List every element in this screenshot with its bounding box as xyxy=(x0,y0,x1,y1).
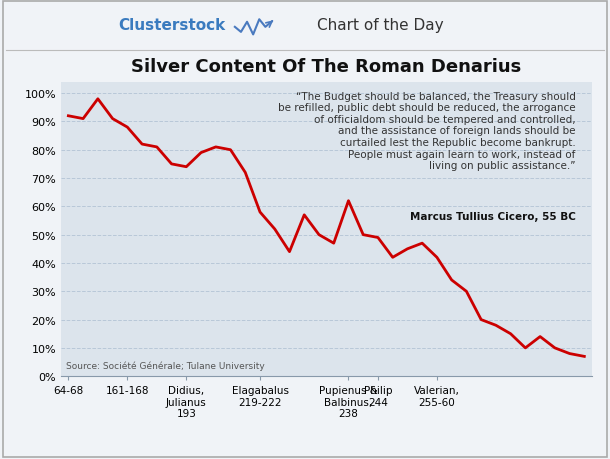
Text: Chart of the Day: Chart of the Day xyxy=(317,18,444,33)
Text: Source: Société Générale; Tulane University: Source: Société Générale; Tulane Univers… xyxy=(66,361,265,370)
Text: Marcus Tullius Cicero, 55 BC: Marcus Tullius Cicero, 55 BC xyxy=(410,212,576,222)
Text: Clusterstock: Clusterstock xyxy=(118,18,226,33)
Text: “The Budget should be balanced, the Treasury should
be refilled, public debt sho: “The Budget should be balanced, the Trea… xyxy=(278,91,576,171)
Title: Silver Content Of The Roman Denarius: Silver Content Of The Roman Denarius xyxy=(131,57,522,76)
